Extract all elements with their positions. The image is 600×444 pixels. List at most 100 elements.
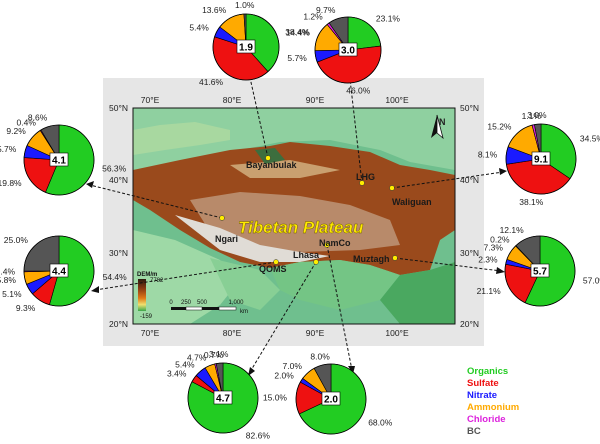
site-marker [313, 259, 319, 265]
pie-percent-label: 3.1% [209, 349, 229, 359]
pie-percent-label: 68.0% [368, 418, 393, 428]
latitude-labels: 50°N 40°N 30°N 20°N 50°N 40°N 30°N 20°N [109, 103, 479, 329]
scale-bar: 0 250 500 1,000 km [169, 300, 248, 315]
pie-total-label: 2.0 [324, 395, 338, 406]
legend-sulfate: Sulfate [467, 378, 499, 389]
pie-percent-label: 25.0% [4, 235, 29, 245]
scale-tick: 250 [181, 300, 192, 306]
pie-percent-label: 0.7% [204, 350, 224, 360]
pie-percent-label: 13.6% [202, 5, 227, 15]
lat-tick-left: 50°N [109, 103, 128, 113]
pie-percent-label: 5.7% [287, 53, 307, 63]
pie-percent-label: 5.7% [0, 144, 17, 154]
lat-tick-right: 40°N [460, 175, 479, 185]
lon-tick-top: 100°E [385, 95, 409, 105]
site-label: Lhasa [293, 250, 320, 260]
site-label: Muztagh [353, 254, 390, 264]
pie-total-label: 5.7 [533, 267, 547, 278]
pie-percent-label: 57.0% [583, 276, 600, 286]
pie-percent-label: 2.3% [478, 254, 498, 264]
pie-percent-label: 12.1% [500, 225, 525, 235]
pie-percent-label: 8.0% [310, 351, 330, 361]
pie-total-box [49, 152, 69, 167]
dem-map [132, 107, 456, 325]
dem-color-ramp [138, 279, 146, 311]
pie-total-label: 9.1 [534, 155, 548, 166]
legend-organics: Organics [467, 366, 508, 377]
site-marker [265, 155, 271, 161]
species-legend: Organics Sulfate Nitrate Ammonium Chlori… [467, 366, 519, 437]
lon-tick-bottom: 80°E [223, 328, 242, 338]
pie-lhasa: 82.6% 3.4%5.4%4.7%0.7%3.1% 4.7 [167, 349, 270, 440]
pie-percent-label: 3.4% [167, 369, 187, 379]
dem-legend-min: -159 [140, 314, 153, 320]
pie-percent-label: 21.1% [477, 286, 502, 296]
legend-bc: BC [467, 426, 481, 437]
longitude-labels: 70°E 80°E 90°E 100°E 70°E 80°E 90°E 100°… [141, 95, 409, 338]
pie-percent-label: 41.6% [199, 77, 224, 87]
lat-tick-right: 50°N [460, 103, 479, 113]
site-marker [389, 185, 395, 191]
pie-percent-label: 4.7% [187, 352, 207, 362]
pie-percent-label: 19.8% [0, 178, 22, 188]
lat-tick-left: 20°N [109, 319, 128, 329]
site-marker [359, 180, 365, 186]
pie-percent-label: 5.4% [175, 360, 195, 370]
north-arrow-icon: N [431, 114, 446, 140]
scale-tick: 1,000 [228, 300, 244, 306]
pie-percent-label: 54.4% [103, 272, 128, 282]
pie-percent-label: 8.1% [478, 149, 498, 159]
site-marker [324, 242, 330, 248]
pie-percent-label: 5.4% [189, 23, 209, 33]
pie-ngari: 56.3% 19.8% 5.7% 9.2%0.4%8.6% 4.1 [0, 113, 127, 196]
pie-total-box [213, 390, 233, 405]
pie-percent-label: 15.0% [263, 393, 288, 403]
lon-tick-top: 90°E [306, 95, 325, 105]
pie-total-label: 3.0 [341, 46, 355, 57]
scale-tick: 0 [169, 300, 173, 306]
pie-percent-label: 38.1% [519, 197, 544, 207]
lon-tick-top: 80°E [223, 95, 242, 105]
pie-namco: 68.0% 15.0% 2.0%7.0% 8.0% 2.0 [263, 351, 393, 435]
pie-total-box [49, 263, 69, 278]
pie-total-box [531, 151, 551, 166]
lon-tick-bottom: 100°E [385, 328, 409, 338]
north-label: N [439, 117, 446, 127]
pie-muztagh: 57.0% 21.1% 2.3% 7.3%0.2%12.1% 5.7 [477, 225, 600, 307]
pie-percent-label: 23.1% [376, 14, 401, 24]
lon-tick-bottom: 90°E [306, 328, 325, 338]
dem-legend-title: DEM/m [137, 272, 157, 278]
pie-percent-label: 7.3% [484, 242, 504, 252]
lon-tick-bottom: 70°E [141, 328, 160, 338]
pie-percent-label: 0.2% [490, 234, 510, 244]
legend-ammonium: Ammonium [467, 402, 519, 413]
pie-percent-label: 9.7% [316, 5, 336, 15]
pie-total-box [236, 39, 256, 54]
pie-percent-label: 2.0% [274, 370, 294, 380]
pie-percent-label: 34.5% [580, 133, 600, 143]
lon-tick-top: 70°E [141, 95, 160, 105]
region-label: Tibetan Plateau [238, 218, 364, 237]
pie-percent-label: 1.0% [235, 0, 255, 10]
pie-percent-label: 56.3% [102, 164, 127, 174]
lat-tick-right: 30°N [460, 248, 479, 258]
pie-percent-label: 0.4% [17, 118, 37, 128]
scale-unit: km [240, 309, 248, 315]
pie-percent-label: 1.2% [303, 12, 323, 22]
site-label: Bayanbulak [246, 160, 298, 170]
pie-percent-label: 8.6% [28, 113, 48, 123]
pie-percent-label: 9.2% [6, 126, 26, 136]
pie-bayanbulak: 38.4% 41.6% 5.4% 13.6% 1.0% 1.9 [189, 0, 309, 87]
pie-percent-label: 5.8% [0, 275, 16, 285]
scale-tick: 500 [197, 300, 208, 306]
site-marker [219, 215, 225, 221]
pie-percent-label: 15.2% [487, 121, 512, 131]
pie-percent-label: 5.1% [2, 289, 22, 299]
site-marker [273, 259, 279, 265]
lat-tick-left: 40°N [109, 175, 128, 185]
dem-legend: DEM/m 7782 -159 [137, 272, 164, 320]
site-label: NamCo [319, 238, 351, 248]
lat-tick-left: 30°N [109, 248, 128, 258]
